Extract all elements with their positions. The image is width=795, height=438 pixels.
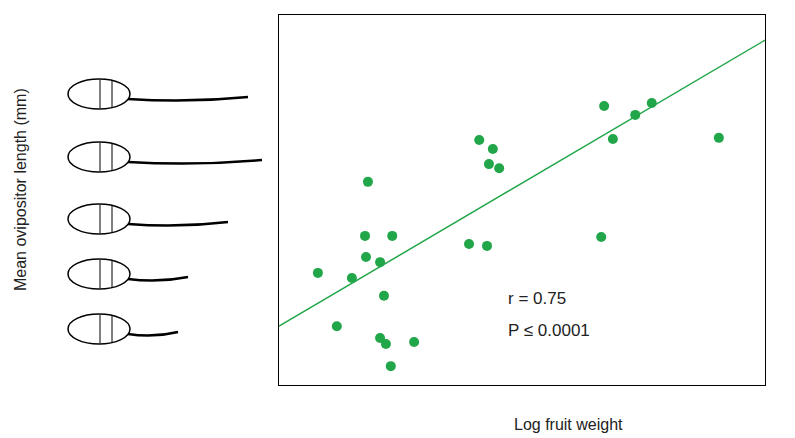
svg-text:Log fruit weight: Log fruit weight	[514, 416, 623, 433]
svg-text:Mean ovipositor length (mm): Mean ovipositor length (mm)	[12, 88, 29, 291]
svg-text:r = 0.75: r = 0.75	[508, 289, 566, 308]
svg-text:P ≤ 0.0001: P ≤ 0.0001	[508, 321, 590, 340]
